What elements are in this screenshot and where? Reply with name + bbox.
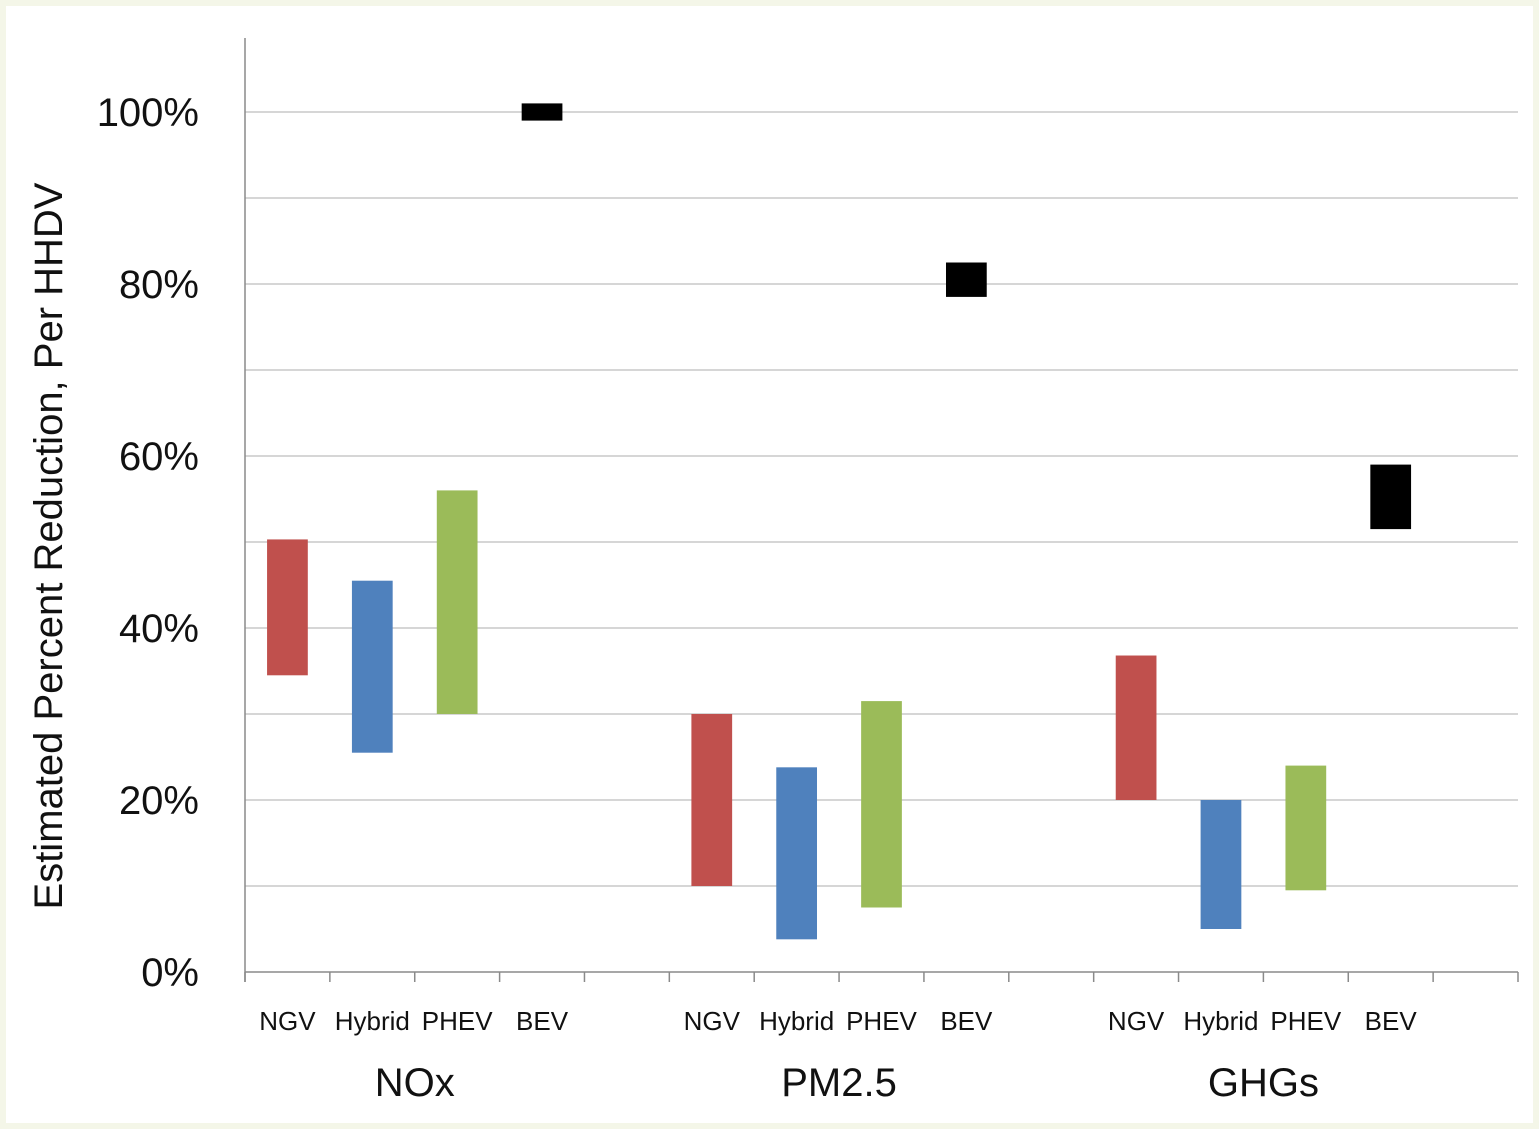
category-label: Hybrid [335, 1006, 410, 1036]
bars [267, 103, 1412, 940]
y-tick-label: 60% [119, 435, 199, 479]
category-label: NGV [1108, 1006, 1165, 1036]
category-label: PHEV [422, 1006, 493, 1036]
range-bar-ngv [1115, 655, 1157, 800]
range-bar-hybrid [1200, 800, 1242, 929]
category-label: BEV [516, 1006, 569, 1036]
group-label: NOx [375, 1061, 455, 1105]
y-tick-label: 0% [141, 951, 199, 995]
range-bar-bev [1370, 464, 1412, 530]
category-label: NGV [684, 1006, 741, 1036]
range-bar-phev [1285, 765, 1327, 891]
category-label: Hybrid [759, 1006, 834, 1036]
group-label: PM2.5 [781, 1061, 897, 1105]
y-tick-label: 100% [97, 91, 199, 135]
labels: 0% 20% 40% 60% 80% 100% NGV Hybrid PHEV BEV NOx NGV… [97, 91, 1418, 1105]
range-bar-bev [945, 262, 987, 297]
range-bar-phev [861, 701, 902, 908]
group-label: GHGs [1208, 1061, 1319, 1105]
range-bar-bev [521, 103, 563, 121]
category-label: Hybrid [1183, 1006, 1258, 1036]
range-bar-ngv [267, 539, 308, 676]
range-bar-phev [436, 490, 478, 714]
chart-container: 0% 20% 40% 60% 80% 100% NGV Hybrid PHEV BEV NOx NGV… [6, 6, 1533, 1123]
category-label: PHEV [846, 1006, 917, 1036]
category-label: PHEV [1270, 1006, 1341, 1036]
axes [244, 38, 1519, 982]
category-label: NGV [259, 1006, 316, 1036]
category-label: BEV [1365, 1006, 1418, 1036]
y-tick-label: 40% [119, 607, 199, 651]
y-tick-label: 20% [119, 779, 199, 823]
floating-bar-chart: 0% 20% 40% 60% 80% 100% NGV Hybrid PHEV BEV NOx NGV… [27, 38, 1519, 1105]
range-bar-hybrid [351, 580, 393, 753]
y-axis-label: Estimated Percent Reduction, Per HHDV [27, 182, 71, 909]
range-bar-hybrid [776, 767, 818, 940]
range-bar-ngv [691, 714, 733, 886]
y-tick-label: 80% [119, 263, 199, 307]
category-label: BEV [940, 1006, 993, 1036]
